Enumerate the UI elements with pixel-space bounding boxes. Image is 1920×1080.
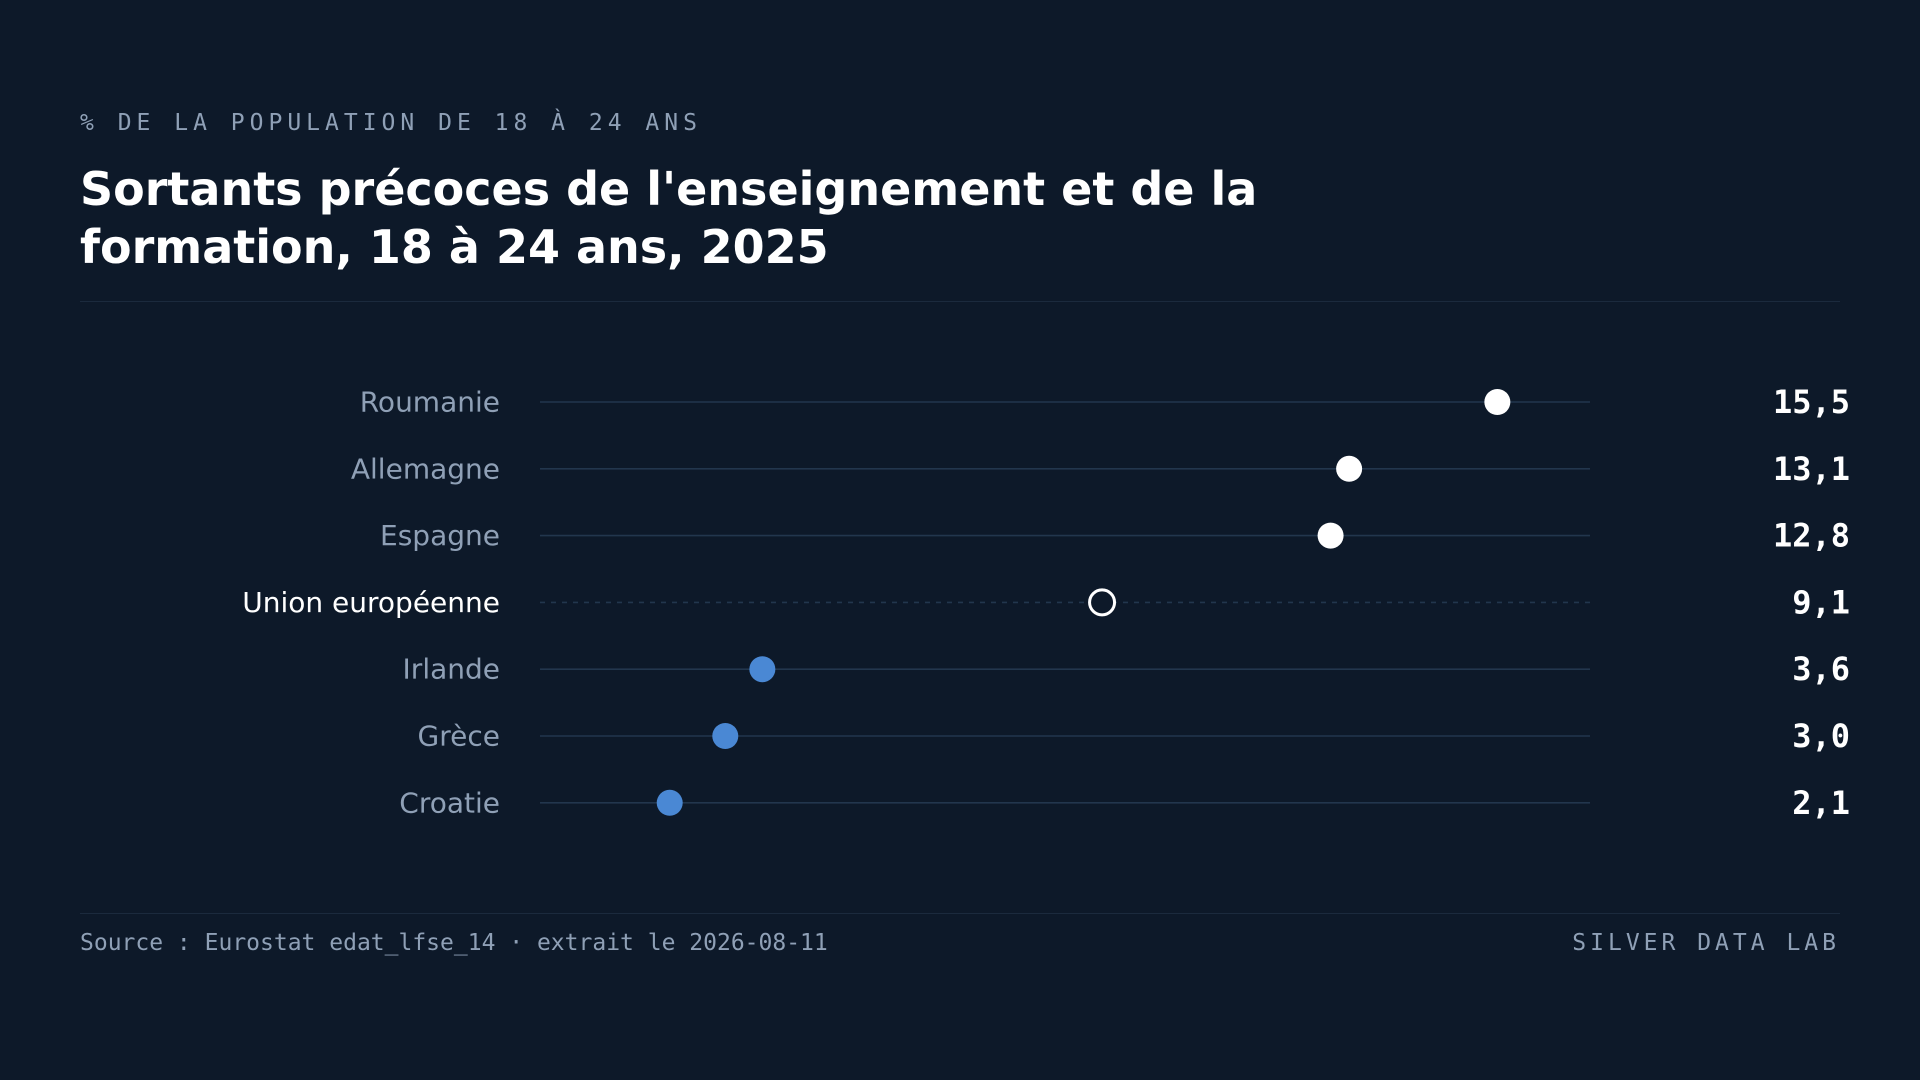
footer-divider [80, 913, 1840, 914]
category-label: Irlande [403, 653, 500, 686]
dot-row: Irlande 3,6 [403, 650, 1850, 688]
chart-title: Sortants précoces de l'enseignement et d… [80, 162, 1258, 274]
data-dot [656, 789, 683, 816]
dot-plot: Roumanie 15,5 Allemagne 13,1 Espagne 12,8 Unio… [242, 383, 1850, 822]
dot-row: Croatie 2,1 [399, 784, 1850, 822]
category-label: Allemagne [351, 452, 500, 485]
value-label: 3,0 [1792, 717, 1850, 755]
dot-row: Allemagne 13,1 [351, 450, 1850, 488]
brand-label: SILVER DATA LAB [1572, 930, 1840, 956]
dot-row: Grèce 3,0 [418, 717, 1850, 755]
reference-dot [1088, 588, 1117, 617]
category-label: Union européenne [242, 586, 500, 619]
category-label: Croatie [399, 786, 500, 819]
source-note: Source : Eurostat edat_lfse_14 · extrait… [80, 930, 828, 956]
value-label: 13,1 [1773, 450, 1850, 488]
value-label: 3,6 [1792, 650, 1850, 688]
dot-row: Espagne 12,8 [380, 517, 1850, 555]
category-label: Roumanie [360, 386, 500, 419]
data-dot [1317, 522, 1344, 549]
dot-row: Roumanie 15,5 [360, 383, 1850, 421]
data-dot [1484, 389, 1511, 415]
value-label: 9,1 [1792, 583, 1850, 621]
category-label: Espagne [380, 519, 500, 552]
chart-subtitle: % DE LA POPULATION DE 18 À 24 ANS [80, 110, 702, 136]
category-label: Grèce [418, 720, 500, 753]
data-dot [712, 723, 739, 749]
value-label: 2,1 [1792, 784, 1850, 822]
data-dot [749, 656, 776, 683]
value-label: 12,8 [1773, 517, 1850, 555]
dot-row: Union européenne 9,1 [242, 583, 1850, 621]
value-label: 15,5 [1773, 383, 1850, 421]
data-dot [1336, 455, 1363, 482]
header-divider [80, 301, 1840, 302]
